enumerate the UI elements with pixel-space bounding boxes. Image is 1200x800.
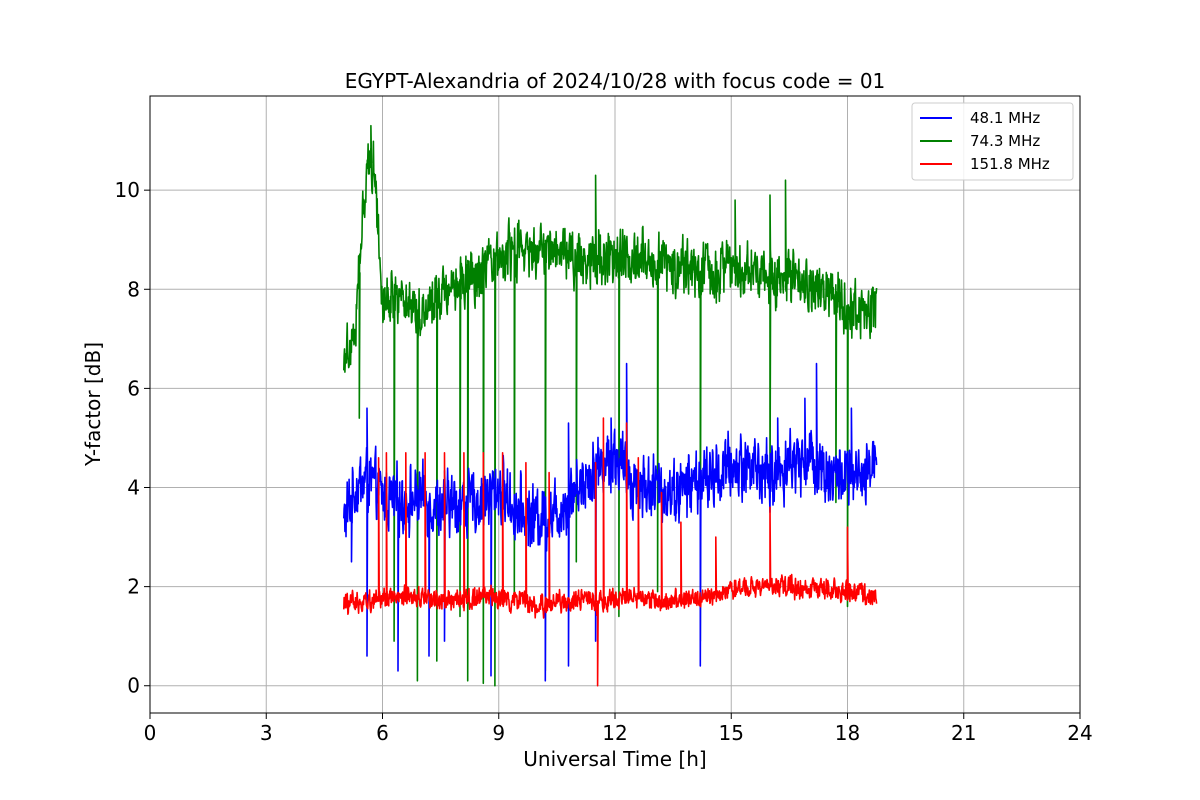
y-tick-label: 10: [115, 178, 140, 202]
chart-title: EGYPT-Alexandria of 2024/10/28 with focu…: [345, 69, 886, 93]
legend-label: 151.8 MHz: [970, 155, 1050, 173]
series-line-1: [343, 124, 878, 687]
legend-label: 74.3 MHz: [970, 132, 1040, 150]
x-tick-label: 18: [835, 721, 860, 745]
legend-label: 48.1 MHz: [970, 109, 1040, 127]
series-lines: [343, 124, 878, 687]
y-axis-label: Y-factor [dB]: [81, 342, 105, 467]
series-line-0: [343, 362, 878, 682]
x-tick-label: 0: [144, 721, 157, 745]
legend: 48.1 MHz 74.3 MHz 151.8 MHz: [911, 102, 1074, 181]
x-tick-label: 12: [602, 721, 627, 745]
series-line-2: [343, 417, 878, 687]
legend-box: [911, 102, 1074, 181]
x-tick-label: 21: [951, 721, 976, 745]
x-tick-label: 6: [376, 721, 389, 745]
x-tick-label: 24: [1067, 721, 1092, 745]
y-tick-label: 0: [127, 674, 140, 698]
x-tick-label: 3: [260, 721, 273, 745]
x-tick-label: 15: [719, 721, 744, 745]
y-tick-label: 6: [127, 376, 140, 400]
y-tick-label: 8: [127, 277, 140, 301]
x-axis-label: Universal Time [h]: [523, 747, 706, 771]
y-tick-label: 4: [127, 476, 140, 500]
x-tick-label: 9: [492, 721, 505, 745]
y-tick-label: 2: [127, 575, 140, 599]
